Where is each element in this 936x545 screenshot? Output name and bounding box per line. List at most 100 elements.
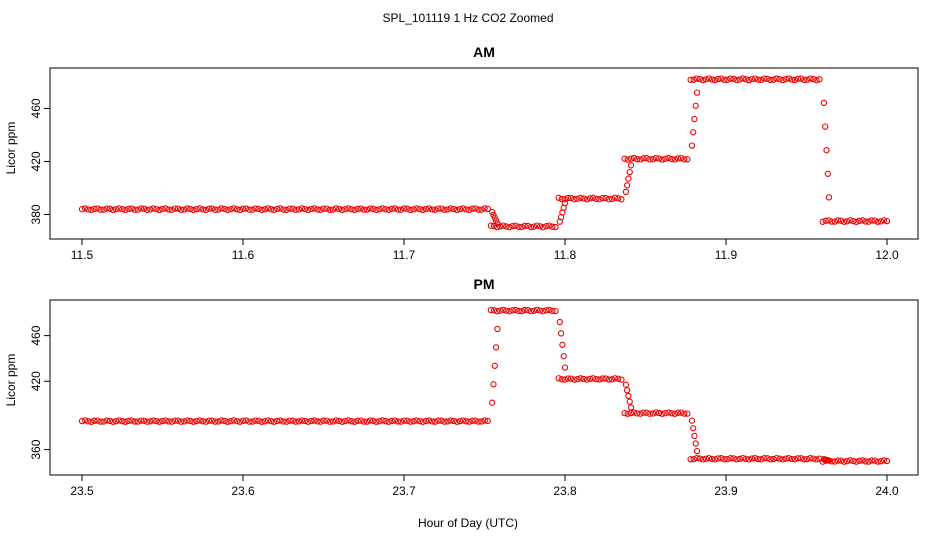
data-point (828, 218, 835, 225)
data-point (530, 223, 538, 230)
data-point (862, 218, 869, 225)
data-point (450, 417, 457, 425)
data-point (618, 376, 625, 383)
data-point (88, 418, 95, 425)
data-point (859, 457, 866, 464)
data-point (560, 353, 567, 360)
data-point (484, 417, 491, 425)
data-point (602, 194, 609, 202)
data-point (615, 195, 622, 202)
data-point (500, 306, 507, 314)
data-point (674, 155, 682, 162)
data-point (699, 76, 707, 84)
data-point (469, 205, 476, 212)
data-point (447, 417, 454, 424)
data-point (758, 76, 765, 84)
data-point (877, 218, 885, 225)
data-point (859, 217, 866, 224)
data-point (850, 217, 857, 225)
data-point (637, 156, 644, 163)
data-point (159, 205, 166, 213)
data-point (283, 206, 290, 213)
data-point (177, 206, 185, 213)
data-point (536, 307, 544, 314)
data-point (518, 223, 525, 231)
data-point (492, 217, 500, 224)
data-point (586, 195, 594, 202)
data-point (388, 205, 395, 213)
data-point (230, 205, 237, 212)
data-point (558, 195, 565, 203)
data-point (577, 194, 584, 201)
data-point (342, 417, 349, 425)
data-point (174, 417, 182, 424)
data-point (119, 206, 126, 213)
data-point (193, 205, 200, 213)
data-point (540, 224, 547, 231)
data-point (837, 457, 845, 464)
data-point (843, 218, 851, 225)
data-point (626, 168, 633, 176)
data-point (865, 458, 872, 465)
data-point (583, 376, 591, 383)
data-point (583, 196, 591, 203)
data-point (692, 102, 699, 109)
data-point (819, 218, 826, 225)
data-point (596, 376, 603, 383)
data-point (81, 417, 89, 424)
data-point (599, 375, 606, 382)
data-point (478, 418, 485, 425)
data-point (589, 194, 597, 201)
data-point (435, 205, 442, 212)
data-point (140, 417, 148, 424)
data-point (492, 344, 500, 351)
data-point (764, 455, 771, 462)
data-point (444, 206, 451, 213)
data-point (128, 205, 135, 212)
data-point (652, 409, 660, 416)
data-point (202, 206, 210, 214)
data-point (370, 205, 377, 212)
plot-frame (49, 67, 919, 240)
data-point (543, 307, 550, 314)
data-point (552, 223, 559, 231)
data-point (721, 456, 728, 463)
data-point (100, 206, 107, 213)
data-point (748, 455, 756, 462)
data-point (718, 455, 725, 462)
data-point (655, 155, 663, 162)
data-point (196, 417, 203, 424)
data-point (627, 404, 635, 411)
data-point (97, 206, 104, 213)
data-point (668, 410, 675, 417)
data-point (530, 307, 538, 314)
data-point (561, 196, 568, 203)
data-point (649, 410, 657, 417)
data-point (298, 205, 306, 212)
data-point (623, 182, 631, 189)
data-point (419, 206, 426, 214)
data-point (490, 222, 498, 230)
data-point (401, 205, 408, 212)
data-point (681, 410, 688, 417)
data-point (567, 194, 575, 202)
data-point (345, 417, 352, 424)
data-point (643, 155, 650, 162)
data-point (261, 418, 268, 425)
data-point (212, 418, 219, 425)
data-point (428, 418, 436, 425)
data-point (453, 206, 461, 214)
data-point (761, 455, 768, 462)
data-point (696, 75, 703, 83)
data-point (332, 205, 340, 212)
data-point (684, 410, 691, 417)
data-point (767, 76, 774, 84)
data-point (807, 75, 814, 82)
data-point (357, 205, 364, 212)
data-point (140, 205, 148, 212)
data-point (490, 307, 498, 314)
data-point (233, 418, 241, 425)
data-point (97, 418, 104, 425)
data-point (687, 76, 694, 84)
data-point (205, 417, 213, 424)
